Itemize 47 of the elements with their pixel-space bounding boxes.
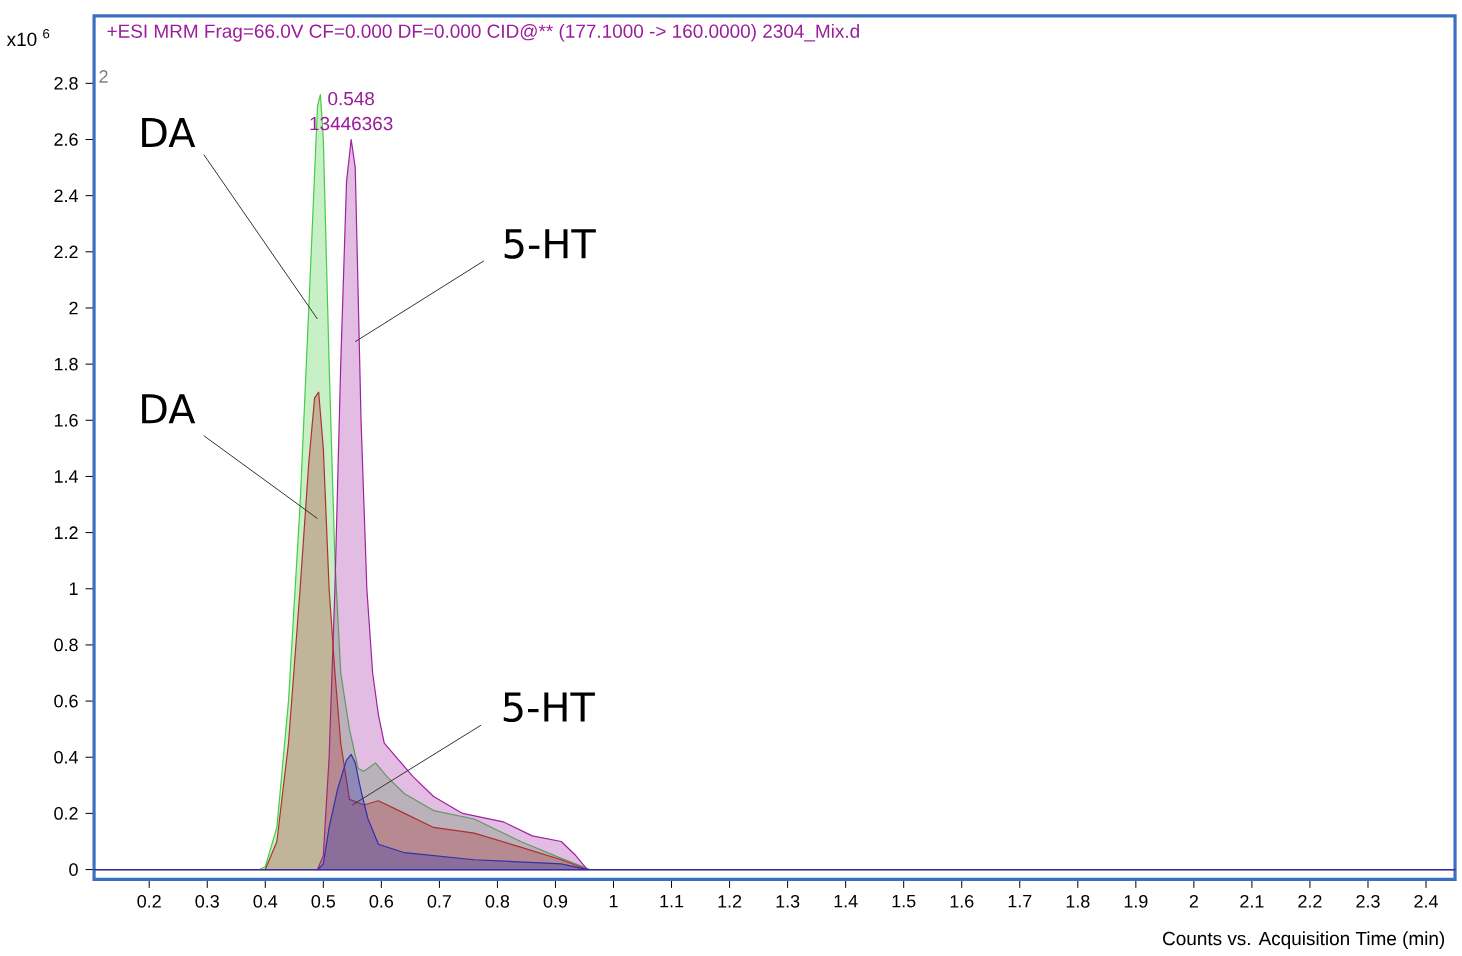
y-tick-label: 0.8 (54, 638, 78, 652)
y-tick-label: 1.4 (54, 470, 78, 483)
x-tick-label: 1.9 (1124, 895, 1148, 908)
x-tick-label: 1.1 (660, 895, 684, 908)
x-tick-label: 0.8 (485, 895, 510, 908)
x-tick-label: 2.4 (1414, 895, 1438, 908)
annotation: 5-HT (504, 229, 596, 259)
y-tick-label: 2.8 (54, 77, 78, 90)
x-tick-label: 1.5 (892, 895, 916, 908)
x-tick-label: 2.1 (1240, 895, 1264, 908)
y-tick-label: 0 (69, 863, 78, 877)
chart-title: +ESI MRM Frag=66.0V CF=0.000 DF=0.000 CID@** (177.1000 -> 160.0000) 2304_Mix.d (107, 24, 859, 42)
x-tick-label: 1.2 (718, 895, 742, 908)
x-tick-label: 2.2 (1298, 895, 1322, 908)
x-tick-label: 1.3 (776, 895, 800, 908)
x-tick-label: 0.3 (195, 895, 219, 908)
x-tick-label: 1.7 (1008, 895, 1032, 908)
x-tick-label: 0.2 (137, 895, 161, 908)
x-tick-label: 0.5 (311, 895, 336, 908)
annotation: DA (142, 394, 196, 424)
y-tick-label: 2 (69, 301, 78, 315)
x-tick-label: 0.7 (427, 895, 451, 908)
y-tick-label: 0.4 (54, 751, 78, 764)
y-tick-label: 0.2 (54, 807, 78, 820)
x-tick-label: 1.6 (950, 895, 974, 908)
x-tick-label: 1 (609, 895, 618, 908)
annotation: DA (142, 118, 196, 148)
y-tick-label: 1 (69, 582, 78, 596)
y-tick-label: 1.2 (54, 526, 78, 540)
y-tick-label: 0.6 (54, 694, 78, 708)
x-tick-label: 1.8 (1066, 895, 1090, 908)
y-tick-label: 2.2 (54, 245, 78, 259)
y-tick-label: 2.6 (54, 133, 78, 147)
y-axis-title: x10 $^{6}$ (6, 29, 50, 47)
annotation: 2 (99, 70, 108, 83)
x-tick-label: 2.3 (1356, 895, 1380, 908)
x-tick-label: 0.4 (253, 895, 278, 908)
annotation: 0.548 (328, 92, 375, 106)
annotation: 5-HT (503, 692, 595, 723)
x-tick-label: 0.9 (543, 895, 568, 908)
x-axis-title: Counts vs. Acquisition Time (min) (1163, 931, 1445, 950)
y-tick-label: 1.8 (54, 357, 78, 371)
y-tick-label: 1.6 (54, 414, 78, 427)
y-tick-label: 2.4 (54, 189, 78, 203)
x-tick-label: 0.6 (369, 895, 394, 908)
x-tick-label: 1.4 (834, 895, 858, 908)
x-tick-label: 2 (1189, 895, 1198, 908)
